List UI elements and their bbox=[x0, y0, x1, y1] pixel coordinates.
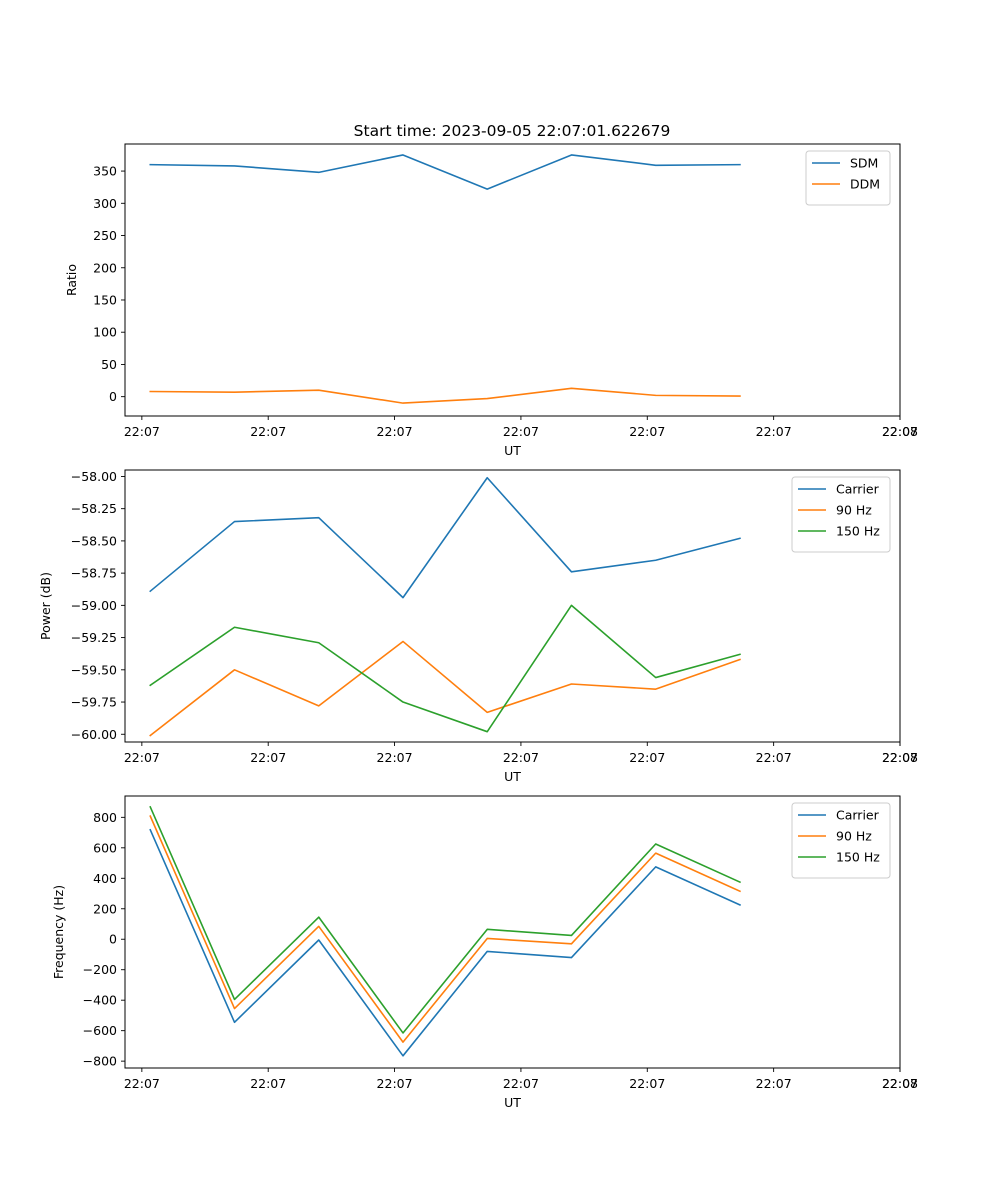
power-legend: Carrier 90 Hz 150 Hz bbox=[791, 476, 891, 553]
power-x-tick-label: 22:07 bbox=[377, 750, 413, 765]
power-y-tick-label: −58.50 bbox=[71, 533, 117, 548]
ratio-legend-box bbox=[805, 150, 891, 206]
power-x-axis-label: UT bbox=[504, 769, 521, 784]
ratio-x-tick-label: 22:07 bbox=[503, 424, 539, 439]
ratio-y-tick-label: 100 bbox=[93, 325, 117, 340]
ratio-y-tick-label: 50 bbox=[101, 357, 117, 372]
frequency-y-tick-label: −200 bbox=[83, 962, 117, 977]
ratio-axes-frame bbox=[124, 143, 901, 417]
frequency-y-tick-label: 600 bbox=[93, 840, 117, 855]
frequency-legend-label-150-hz: 150 Hz bbox=[836, 850, 880, 865]
frequency-y-tick-label: −600 bbox=[83, 1023, 117, 1038]
frequency-y-tick-label: −400 bbox=[83, 993, 117, 1008]
power-legend-box bbox=[791, 476, 891, 553]
ratio-y-tick-label: 200 bbox=[93, 260, 117, 275]
power-legend-label-150-hz: 150 Hz bbox=[836, 524, 880, 539]
frequency-y-tick-label: 200 bbox=[93, 901, 117, 916]
power-x-tick-label: 22:07 bbox=[250, 750, 286, 765]
ratio-legend-label-ddm: DDM bbox=[850, 177, 880, 192]
ratio-x-axis-label: UT bbox=[504, 443, 521, 458]
ratio-series-sdm-line bbox=[149, 154, 741, 190]
power-y-tick-label: −59.75 bbox=[71, 695, 117, 710]
power-y-tick-label: −58.25 bbox=[71, 501, 117, 516]
frequency-x-tick-label: 22:07 bbox=[629, 1076, 665, 1091]
ratio-y-tick-label: 300 bbox=[93, 196, 117, 211]
frequency-x-axis-label: UT bbox=[504, 1095, 521, 1110]
ratio-x-tick-label: 22:07 bbox=[756, 424, 792, 439]
frequency-x-tick-label: 22:07 bbox=[124, 1076, 160, 1091]
frequency-axes-frame bbox=[124, 795, 901, 1069]
frequency-y-tick-label: 400 bbox=[93, 871, 117, 886]
subplot-ratio: 22:07 22:07 22:07 22:07 22:07 22:07 22:0722:08… bbox=[64, 143, 918, 458]
frequency-x-tick-label: 22:07 bbox=[882, 1076, 918, 1091]
ratio-y-tick-label: 350 bbox=[93, 164, 117, 179]
frequency-y-axis-label: Frequency (Hz) bbox=[51, 885, 66, 979]
power-x-tick-label: 22:07 bbox=[503, 750, 539, 765]
frequency-series-150-hz-line bbox=[149, 805, 742, 1034]
power-series-150-hz-line bbox=[149, 604, 741, 733]
frequency-x-tick-label: 22:07 bbox=[250, 1076, 286, 1091]
power-y-axis-label: Power (dB) bbox=[38, 572, 53, 640]
frequency-x-tick-label: 22:08 bbox=[882, 1076, 918, 1091]
power-y-tick-label: −60.00 bbox=[71, 727, 117, 742]
power-y-tick-label: −59.00 bbox=[71, 598, 117, 613]
frequency-x-tick-label: 22:07 bbox=[756, 1076, 792, 1091]
power-y-tick-label: −58.00 bbox=[71, 469, 117, 484]
frequency-y-tick-label: 0 bbox=[109, 932, 117, 947]
subplot-power: 22:07 22:07 22:07 22:07 22:07 22:07 22:0722:08… bbox=[38, 469, 918, 784]
figure-title: Start time: 2023-09-05 22:07:01.622679 bbox=[354, 122, 671, 140]
power-axes-frame bbox=[124, 469, 901, 743]
power-x-tick-label: 22:07 bbox=[756, 750, 792, 765]
ratio-y-tick-label: 0 bbox=[109, 389, 117, 404]
ratio-legend-label-sdm: SDM bbox=[850, 156, 878, 171]
frequency-legend-label-carrier: Carrier bbox=[836, 808, 880, 823]
ratio-x-tick-label: 22:07 bbox=[882, 424, 918, 439]
ratio-x-tick-label: 22:07 bbox=[629, 424, 665, 439]
power-legend-label-carrier: Carrier bbox=[836, 482, 880, 497]
power-series-carrier-line bbox=[149, 476, 741, 599]
ratio-legend: SDM DDM bbox=[805, 150, 891, 206]
ratio-series-ddm-line bbox=[149, 387, 741, 404]
frequency-series-90-hz-line bbox=[149, 815, 742, 1043]
ratio-x-tick-label: 22:08 bbox=[882, 424, 918, 439]
power-x-tick-label: 22:07 bbox=[124, 750, 160, 765]
ratio-x-tick-label: 22:07 bbox=[124, 424, 160, 439]
power-y-tick-label: −58.75 bbox=[71, 566, 117, 581]
power-legend-label-90-hz: 90 Hz bbox=[836, 503, 872, 518]
frequency-x-tick-label: 22:07 bbox=[503, 1076, 539, 1091]
power-x-tick-label: 22:07 bbox=[882, 750, 918, 765]
power-series-90-hz-line bbox=[149, 640, 741, 737]
frequency-y-tick-label: −800 bbox=[83, 1054, 117, 1069]
frequency-series-carrier-line bbox=[149, 828, 742, 1057]
ratio-y-axis-label: Ratio bbox=[64, 264, 79, 296]
ratio-y-tick-label: 150 bbox=[93, 292, 117, 307]
frequency-legend-box bbox=[791, 802, 891, 879]
subplot-frequency: 22:07 22:07 22:07 22:07 22:07 22:07 22:0722:08… bbox=[51, 795, 918, 1110]
power-x-tick-label: 22:08 bbox=[882, 750, 918, 765]
ratio-y-tick-label: 250 bbox=[93, 228, 117, 243]
power-y-tick-label: −59.50 bbox=[71, 662, 117, 677]
frequency-legend-label-90-hz: 90 Hz bbox=[836, 829, 872, 844]
ratio-x-tick-label: 22:07 bbox=[377, 424, 413, 439]
power-y-tick-label: −59.25 bbox=[71, 630, 117, 645]
frequency-y-tick-label: 800 bbox=[93, 810, 117, 825]
power-x-tick-label: 22:07 bbox=[629, 750, 665, 765]
frequency-x-tick-label: 22:07 bbox=[377, 1076, 413, 1091]
frequency-legend: Carrier 90 Hz 150 Hz bbox=[791, 802, 891, 879]
ratio-x-tick-label: 22:07 bbox=[250, 424, 286, 439]
